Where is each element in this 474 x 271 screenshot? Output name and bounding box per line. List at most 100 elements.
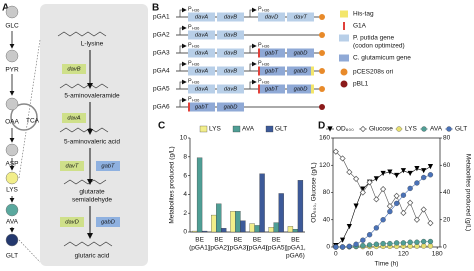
gene-box	[217, 66, 244, 76]
enzyme-label: davB	[67, 67, 80, 73]
plasmid-name: pGA2	[153, 32, 170, 39]
gene-box	[258, 12, 285, 22]
point	[380, 240, 386, 247]
legend-marker	[327, 126, 333, 132]
gene-label: davB	[224, 69, 237, 75]
gene-box	[217, 30, 244, 40]
legend-label: GLT	[455, 126, 467, 133]
point	[427, 238, 434, 245]
gene-box	[258, 66, 285, 76]
promoter-sub: H36	[192, 26, 200, 31]
legend-swatch	[199, 125, 208, 133]
point	[421, 243, 427, 249]
legend-label: P. putida gene	[353, 35, 394, 42]
point	[394, 172, 400, 179]
y2-tick-label: 80	[443, 135, 451, 142]
enzyme-box	[60, 217, 84, 227]
plasmid-name: pGA6	[153, 104, 170, 111]
bar	[268, 227, 274, 233]
gene-box	[217, 84, 244, 94]
promoter-sub: H36	[192, 62, 200, 67]
enzyme-box	[62, 113, 86, 123]
point	[421, 168, 427, 174]
his-tag	[311, 84, 314, 94]
x-tick-label: (pGA2)	[208, 245, 229, 252]
point	[413, 216, 421, 223]
legend-marker	[446, 126, 452, 132]
promoter-sub: H36	[262, 44, 270, 49]
bar	[201, 230, 208, 233]
bar	[297, 180, 304, 233]
gene-box	[287, 66, 314, 76]
promoter-label: P	[188, 6, 192, 12]
point	[427, 172, 434, 178]
his-tag	[311, 66, 314, 76]
legend-label: (codon optimized)	[353, 43, 405, 50]
gene-label: davB	[224, 87, 237, 93]
gene-label: gabT	[265, 51, 279, 57]
y-tick-label: 2	[183, 210, 187, 217]
metabolite-node	[5, 5, 19, 19]
gene-box	[188, 66, 215, 76]
gene-label: gabD	[294, 69, 308, 75]
y-tick-label: 0	[326, 244, 330, 251]
point	[407, 185, 413, 192]
gene-label: gabD	[224, 105, 238, 111]
gene-box	[258, 84, 285, 94]
promoter-label: P	[188, 42, 192, 48]
bar	[292, 229, 299, 233]
tca-cycle	[10, 103, 38, 131]
compound-label: glutaric acid	[75, 253, 110, 260]
y2-tick-label: 40	[443, 189, 451, 196]
point	[421, 238, 427, 245]
mutation-mark	[258, 48, 260, 58]
legend-label: AVA	[242, 126, 255, 133]
x-tick-label: (pGA1,	[285, 245, 306, 252]
compound-label: L-lysine	[81, 41, 104, 48]
promoter-label: P	[188, 24, 192, 30]
enzyme-box	[96, 161, 120, 171]
gene-box	[188, 84, 215, 94]
point	[393, 200, 400, 207]
gene-label: davA	[195, 87, 208, 93]
enzyme-box	[96, 217, 120, 227]
enzyme-label: davA	[67, 116, 80, 122]
x-tick-label: BE	[195, 237, 204, 244]
x-tick-label: BE	[214, 237, 223, 244]
legend-swatch	[340, 10, 348, 18]
bar	[287, 226, 294, 233]
x-tick-label: 60	[366, 251, 374, 258]
point	[407, 199, 414, 206]
gene-box	[188, 102, 215, 112]
enzyme-box	[62, 64, 86, 74]
plasmid-name: pGA3	[153, 50, 170, 57]
promoter-label: P	[188, 96, 192, 102]
y-tick-label: 80	[323, 189, 331, 196]
bar	[211, 214, 217, 233]
promoter-label: P	[258, 60, 262, 66]
x-tick-label: BE	[272, 237, 281, 244]
y-tick-label: 6	[183, 172, 187, 179]
legend-marker	[359, 125, 367, 133]
legend-swatch	[339, 34, 349, 42]
metabolite-label: AVA	[6, 219, 19, 226]
structures	[57, 31, 113, 247]
y-axis-label: Metabolites produced (g/L)	[169, 146, 176, 223]
metabolite-node	[5, 233, 19, 247]
legend-swatch	[340, 68, 348, 76]
point	[332, 148, 339, 155]
point	[414, 180, 420, 186]
point	[360, 186, 366, 192]
legend-label: Glucose	[369, 126, 393, 133]
promoter-sub: H36	[192, 98, 200, 103]
legend-label: pCES208s ori	[353, 69, 393, 76]
point	[427, 164, 434, 170]
promoter-sub: H36	[262, 80, 270, 85]
point	[339, 244, 346, 250]
promoter-arrow	[179, 25, 187, 35]
promoter-label: P	[258, 42, 262, 48]
metabolite-node	[5, 171, 19, 185]
point	[360, 242, 366, 249]
x-tick-label: 0	[334, 251, 338, 258]
point	[380, 217, 386, 223]
